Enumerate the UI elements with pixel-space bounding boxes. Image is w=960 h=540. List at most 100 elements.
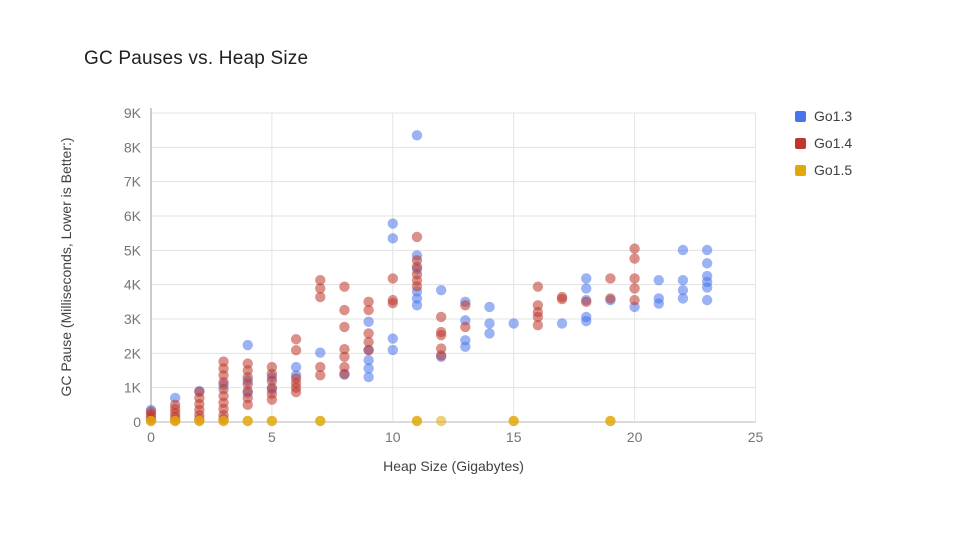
data-point-go13[interactable] <box>363 371 374 383</box>
data-point-go14[interactable] <box>629 294 640 306</box>
data-point-go14[interactable] <box>629 283 640 294</box>
data-point-go15[interactable] <box>266 415 278 427</box>
data-point-go14[interactable] <box>363 296 374 308</box>
data-point-go14[interactable] <box>339 351 350 362</box>
y-tick-label: 9K <box>124 105 142 121</box>
data-point-go14[interactable] <box>363 304 374 316</box>
data-point-go14[interactable] <box>315 361 326 373</box>
data-point-go14[interactable] <box>411 231 423 243</box>
data-point-go13[interactable] <box>363 355 374 366</box>
data-point-go14[interactable] <box>339 304 350 316</box>
legend-item-go14[interactable]: Go1.4 <box>795 135 852 151</box>
data-point-go14[interactable] <box>339 368 350 380</box>
data-point-go13[interactable] <box>363 363 374 374</box>
data-point-go13[interactable] <box>411 130 423 141</box>
data-point-go14[interactable] <box>556 293 568 305</box>
legend-swatch-icon <box>795 137 806 149</box>
data-point-go15[interactable] <box>145 415 157 427</box>
data-point-go15[interactable] <box>605 415 616 427</box>
data-point-go15[interactable] <box>194 415 205 427</box>
data-point-go14[interactable] <box>315 291 326 303</box>
data-point-go14[interactable] <box>363 345 374 356</box>
data-point-go13[interactable] <box>556 318 568 329</box>
data-point-go13[interactable] <box>701 294 713 306</box>
data-point-go13[interactable] <box>290 361 302 373</box>
data-point-go13[interactable] <box>701 244 713 256</box>
data-point-go14[interactable] <box>629 243 640 254</box>
data-point-go13[interactable] <box>653 298 664 309</box>
data-point-go14[interactable] <box>411 261 423 273</box>
data-point-go14[interactable] <box>242 399 253 411</box>
data-point-go14[interactable] <box>339 321 350 333</box>
data-point-go14[interactable] <box>532 281 544 292</box>
data-point-go15[interactable] <box>169 415 181 427</box>
data-point-go13[interactable] <box>363 316 374 327</box>
y-tick-label: 2K <box>124 345 142 361</box>
data-point-go14[interactable] <box>605 273 616 284</box>
data-point-go13[interactable] <box>484 328 495 339</box>
data-point-go13[interactable] <box>387 233 398 244</box>
data-point-go13[interactable] <box>242 339 253 351</box>
data-point-go13[interactable] <box>460 341 471 353</box>
legend-item-go15[interactable]: Go1.5 <box>795 162 852 178</box>
data-point-go14[interactable] <box>387 298 398 309</box>
data-point-go15[interactable] <box>435 415 447 427</box>
data-point-go13[interactable] <box>581 283 592 294</box>
data-point-go14[interactable] <box>339 281 350 292</box>
data-point-go14[interactable] <box>290 386 302 398</box>
data-point-go13[interactable] <box>315 347 326 358</box>
legend-label: Go1.3 <box>814 108 853 124</box>
data-point-go14[interactable] <box>411 281 423 292</box>
y-axis-title: GC Pause (Milliseconds, Lower is Better:… <box>58 137 74 397</box>
data-point-go13[interactable] <box>387 218 398 229</box>
data-point-go14[interactable] <box>363 336 374 348</box>
legend-item-go13[interactable]: Go1.3 <box>795 108 852 124</box>
data-point-go13[interactable] <box>677 284 689 296</box>
y-tick-label: 6K <box>124 208 142 224</box>
data-point-go15[interactable] <box>411 415 423 427</box>
data-point-go14[interactable] <box>315 275 326 286</box>
data-point-go15[interactable] <box>242 415 253 427</box>
data-point-go14[interactable] <box>605 293 616 304</box>
data-point-go13[interactable] <box>677 275 689 286</box>
data-point-go13[interactable] <box>581 315 592 327</box>
data-point-go14[interactable] <box>315 283 326 294</box>
data-point-go13[interactable] <box>701 258 713 269</box>
data-point-go13[interactable] <box>411 300 423 311</box>
data-point-go14[interactable] <box>629 273 640 284</box>
data-point-go14[interactable] <box>339 344 350 355</box>
data-point-go15[interactable] <box>315 415 326 427</box>
data-point-go14[interactable] <box>290 334 302 345</box>
data-point-go13[interactable] <box>653 275 664 286</box>
data-point-go14[interactable] <box>266 394 278 405</box>
data-point-go13[interactable] <box>484 301 495 313</box>
data-point-go14[interactable] <box>363 328 374 339</box>
x-tick-label: 0 <box>147 429 155 445</box>
data-point-go13[interactable] <box>677 293 689 304</box>
data-point-go14[interactable] <box>581 296 592 308</box>
data-point-go14[interactable] <box>460 300 471 311</box>
data-point-go13[interactable] <box>387 344 398 356</box>
data-point-go14[interactable] <box>629 253 640 264</box>
data-point-go14[interactable] <box>532 319 544 331</box>
data-point-go14[interactable] <box>315 370 326 381</box>
data-point-go13[interactable] <box>435 284 447 296</box>
data-point-go15[interactable] <box>508 415 519 427</box>
x-tick-label: 10 <box>385 429 401 445</box>
data-point-go13[interactable] <box>484 318 495 329</box>
legend-swatch-icon <box>795 110 806 122</box>
data-point-go13[interactable] <box>387 333 398 344</box>
data-point-go14[interactable] <box>435 311 447 323</box>
data-point-go14[interactable] <box>435 350 447 361</box>
data-point-go13[interactable] <box>701 282 713 293</box>
data-point-go15[interactable] <box>218 415 229 427</box>
data-point-go13[interactable] <box>508 318 519 329</box>
data-point-go13[interactable] <box>581 273 592 284</box>
data-point-go13[interactable] <box>677 244 689 256</box>
data-point-go14[interactable] <box>460 321 471 333</box>
data-point-go14[interactable] <box>290 345 302 356</box>
data-point-go14[interactable] <box>435 329 447 341</box>
data-point-go14[interactable] <box>387 273 398 284</box>
legend-swatch-icon <box>795 164 806 176</box>
data-point-go14[interactable] <box>532 311 544 323</box>
